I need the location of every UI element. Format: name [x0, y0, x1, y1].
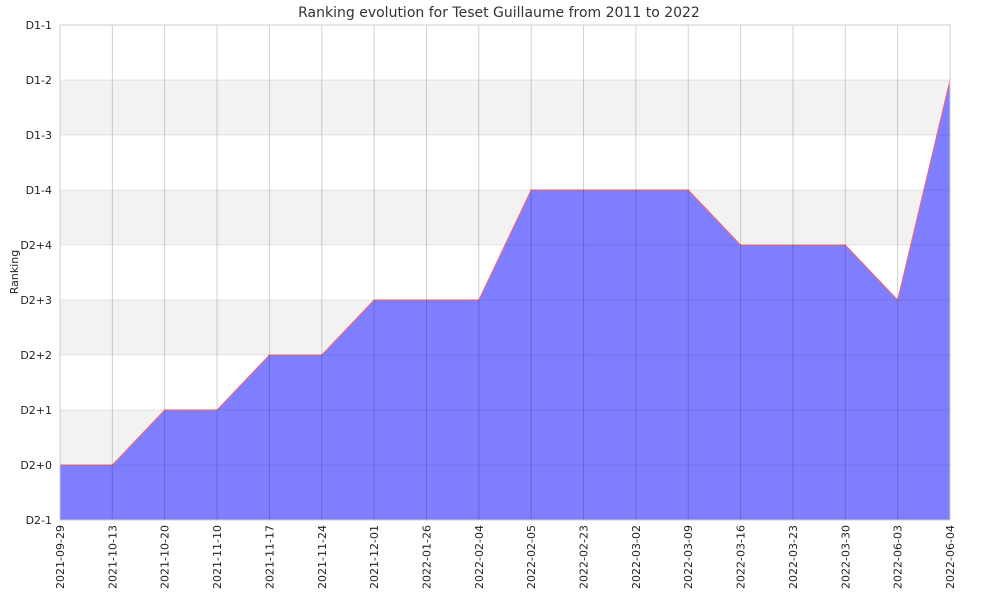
data-point	[478, 299, 480, 301]
data-point	[635, 189, 637, 191]
y-tick-label: D1-1	[26, 19, 52, 32]
y-tick-label: D1-4	[26, 184, 52, 197]
x-tick-label: 2022-03-16	[735, 525, 748, 589]
y-tick-label: D2+2	[20, 349, 52, 362]
y-tick-label: D1-3	[26, 129, 52, 142]
y-tick-label: D2+1	[20, 404, 52, 417]
series-line	[60, 79, 951, 466]
x-tick-label: 2022-03-09	[682, 525, 695, 589]
data-point	[425, 299, 427, 301]
data-point	[687, 189, 689, 191]
x-tick-label: 2021-10-13	[106, 525, 119, 589]
x-tick-label: 2022-06-04	[944, 525, 957, 589]
grid-band	[60, 80, 950, 135]
y-axis-label: Ranking	[8, 250, 21, 295]
x-tick-label: 2021-12-01	[368, 525, 381, 589]
y-tick-label: D2+3	[20, 294, 52, 307]
data-point	[844, 244, 846, 246]
x-tick-label: 2022-06-03	[892, 525, 905, 589]
data-point	[373, 299, 375, 301]
x-tick-label: 2022-02-23	[578, 525, 591, 589]
x-tick-label: 2022-03-23	[787, 525, 800, 589]
y-tick-label: D1-2	[26, 74, 52, 87]
x-tick-label: 2022-03-30	[839, 525, 852, 589]
data-point	[268, 354, 270, 356]
x-tick-label: 2022-02-04	[473, 525, 486, 589]
data-point	[897, 299, 899, 301]
y-tick-label: D2+4	[20, 239, 52, 252]
plot-frame	[59, 24, 951, 521]
x-tick-label: 2022-02-05	[525, 525, 538, 589]
data-point	[530, 189, 532, 191]
x-tick-label: 2022-03-02	[630, 525, 643, 589]
grid-band	[60, 190, 950, 245]
x-tick-label: 2021-09-29	[54, 525, 67, 589]
y-tick-label: D2+0	[20, 459, 52, 472]
x-tick-label: 2021-11-24	[316, 525, 329, 589]
plot-area-layer	[59, 79, 951, 520]
grid-band	[60, 25, 950, 80]
data-point	[583, 189, 585, 191]
x-tick-label: 2022-01-26	[420, 525, 433, 589]
chart-title: Ranking evolution for Teset Guillaume fr…	[298, 5, 700, 21]
data-point	[111, 464, 113, 466]
data-point	[321, 354, 323, 356]
data-point	[792, 244, 794, 246]
x-tick-label: 2021-11-17	[263, 525, 276, 589]
y-axis-ticks: D2-1 D2+0 D2+1 D2+2 D2+3 D2+4 D1-4 D1-3 D1-2 D1-1	[20, 19, 52, 527]
data-point	[740, 244, 742, 246]
grid-band	[60, 135, 950, 190]
x-tick-label: 2021-11-10	[211, 525, 224, 589]
series-area	[60, 80, 950, 520]
data-point	[216, 409, 218, 411]
data-point	[164, 409, 166, 411]
y-tick-label: D2-1	[26, 514, 52, 527]
x-tick-label: 2021-10-20	[159, 525, 172, 589]
x-axis-ticks: 2021-09-29 2021-10-13 2021-10-20 2021-11-10…	[54, 525, 957, 589]
